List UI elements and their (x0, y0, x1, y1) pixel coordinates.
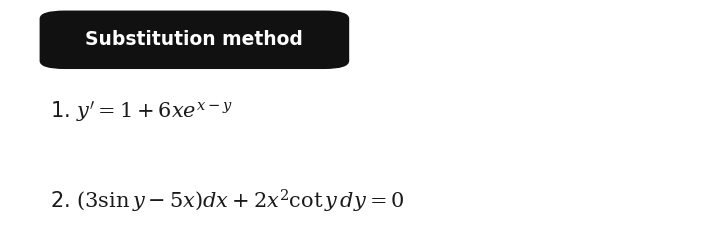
Text: Substitution method: Substitution method (86, 30, 303, 49)
Text: 1. $y' = 1 + 6xe^{x-y}$: 1. $y' = 1 + 6xe^{x-y}$ (50, 100, 233, 125)
FancyBboxPatch shape (40, 11, 349, 69)
Text: 2. $(3\sin y - 5x)dx + 2x^{2}\cot y\,dy = 0$: 2. $(3\sin y - 5x)dx + 2x^{2}\cot y\,dy … (50, 188, 405, 215)
